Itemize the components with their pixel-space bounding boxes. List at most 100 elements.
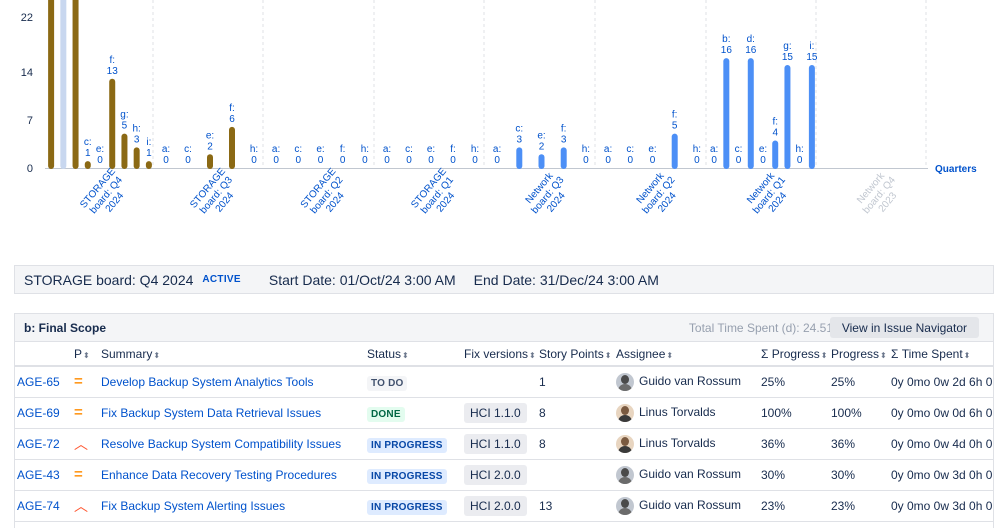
fix-version-chip[interactable]: HCI 2.0.0 [464, 495, 527, 516]
bar-label-value: 16 [745, 45, 757, 56]
bar-label-value: 13 [107, 66, 119, 77]
scope-chart: 0 7 14 22 Quarters c: 1 e: 0 f: 13 g: 5 h: 3 i: 1 STORAGE… [0, 0, 999, 250]
column-header-priority[interactable]: P⬍ [72, 342, 99, 367]
chart-bar [60, 0, 67, 169]
column-header-sum-progress[interactable]: Σ Progress⬍ [759, 342, 829, 367]
chart-bar [560, 147, 567, 169]
start-date-label: Start Date: [268, 271, 336, 288]
column-header-status[interactable]: Status⬍ [365, 342, 462, 367]
avatar [616, 403, 634, 422]
bar-label-key: h: [250, 144, 258, 155]
bar-label-value: 0 [340, 155, 346, 166]
bar-label-value: 15 [782, 52, 794, 63]
issue-summary-link[interactable]: Develop Backup System Analytics Tools [101, 374, 314, 389]
progress-value: 36% [831, 436, 856, 451]
y-tick-label: 7 [27, 115, 33, 127]
bar-label-key: f: [450, 144, 456, 155]
column-header-fix-versions[interactable]: Fix versions⬍ [462, 342, 537, 367]
time-spent-value: 0y 0mo 0w 0d 6h 0mi [891, 405, 994, 420]
issue-key-link[interactable]: AGE-69 [17, 405, 60, 420]
bar-label-key: a: [272, 144, 280, 155]
progress-value: 23% [831, 498, 856, 513]
column-header-progress[interactable]: Progress⬍ [829, 342, 889, 367]
column-header-story-points[interactable]: Story Points⬍ [537, 342, 614, 367]
sort-icon: ⬍ [666, 350, 674, 360]
chart-bar [229, 126, 235, 169]
assignee-name: Guido van Rossum [639, 466, 742, 481]
issue-key-link[interactable]: AGE-74 [17, 498, 60, 513]
story-points: 13 [539, 498, 553, 513]
sort-icon: ⬍ [604, 350, 612, 360]
x-category-label: STORAGEboard: Q22024 [299, 166, 356, 225]
bar-label-key: f: [109, 55, 115, 66]
sprint-name: STORAGE board: Q4 2024 [24, 271, 194, 288]
column-header-key [15, 342, 60, 367]
bar-label-value: 0 [251, 155, 257, 166]
status-badge: TO DO [367, 375, 408, 391]
bar-label-value: 0 [97, 155, 103, 166]
bar-label-value: 6 [229, 114, 235, 125]
bar-label-value: 3 [517, 134, 523, 145]
sum-progress-value: 30% [761, 467, 786, 482]
x-category-label: Networkboard: Q22024 [632, 167, 686, 223]
bar-label-value: 2 [539, 141, 545, 152]
progress-value: 25% [831, 374, 856, 389]
table-row[interactable]: AGE-43 = Enhance Data Recovery Testing Pro… [15, 459, 993, 491]
x-category-label: STORAGEboard: Q32024 [188, 166, 245, 225]
issue-summary-link[interactable]: Enhance Data Recovery Testing Procedures [101, 467, 337, 482]
bar-label-value: 0 [605, 155, 611, 166]
issue-key-link[interactable]: AGE-72 [17, 436, 60, 451]
fix-version-chip[interactable]: HCI 1.1.0 [464, 433, 527, 454]
issue-table: P⬍ Summary⬍ Status⬍ Fix versions⬍ Story … [15, 342, 994, 522]
issue-summary-link[interactable]: Fix Backup System Alerting Issues [101, 498, 286, 513]
x-category-label: STORAGEboard: Q12024 [409, 166, 466, 225]
start-date-value: 01/Oct/24 3:00 AM [339, 271, 456, 288]
equals-priority-icon: = [74, 466, 83, 483]
bar-label-value: 0 [797, 155, 803, 166]
bar-label-value: 0 [450, 155, 456, 166]
chart-bar [109, 78, 116, 169]
chart-bar [72, 0, 79, 169]
sort-icon: ⬍ [83, 350, 90, 360]
bar-label-key: e: [427, 144, 435, 155]
bar-label-key: c: [405, 144, 413, 155]
column-header-summary[interactable]: Summary⬍ [99, 342, 365, 367]
story-points: 8 [539, 405, 546, 420]
time-spent-value: 0y 0mo 0w 3d 0h 0mi [891, 498, 994, 513]
chevron-up-priority-icon: ︿ [74, 435, 88, 452]
issue-key-link[interactable]: AGE-65 [17, 374, 60, 389]
sum-progress-value: 23% [761, 498, 786, 513]
bar-label-key: c: [84, 137, 92, 148]
x-category-label: Networkboard: Q42023 [853, 167, 907, 223]
bar-label-key: f: [561, 123, 567, 134]
issue-key-link[interactable]: AGE-43 [17, 467, 60, 482]
bar-label-value: 1 [85, 148, 91, 159]
chart-bar [84, 161, 91, 169]
column-header-spacer [60, 342, 72, 367]
assignee-name: Linus Torvalds [639, 435, 716, 450]
column-header-time-spent[interactable]: Σ Time Spent⬍ [889, 342, 993, 367]
table-row[interactable]: AGE-74 ︿ Fix Backup System Alerting Issues… [15, 490, 994, 522]
progress-value: 100% [831, 405, 862, 420]
table-row[interactable]: AGE-69 = Fix Backup System Data Retrieval … [15, 397, 994, 429]
bar-label-value: 0 [185, 155, 191, 166]
story-points: 1 [539, 374, 546, 389]
chevron-up-priority-icon: ︿ [74, 497, 88, 514]
chart-bar [723, 58, 730, 169]
bar-label-key: f: [672, 110, 678, 121]
sprint-status-badge: ACTIVE [202, 274, 241, 285]
table-row[interactable]: AGE-72 ︿ Resolve Backup System Compatibili… [15, 428, 993, 460]
issue-summary-link[interactable]: Resolve Backup System Compatibility Issu… [101, 436, 342, 451]
view-in-issue-navigator-button[interactable]: View in Issue Navigator [829, 317, 979, 338]
bar-label-value: 0 [318, 155, 324, 166]
bar-label-key: a: [162, 144, 170, 155]
bar-label-key: a: [710, 144, 718, 155]
fix-version-chip[interactable]: HCI 1.1.0 [464, 402, 527, 423]
column-header-assignee[interactable]: Assignee⬍ [614, 342, 759, 367]
fix-version-chip[interactable]: HCI 2.0.0 [464, 464, 527, 485]
issue-summary-link[interactable]: Fix Backup System Data Retrieval Issues [101, 405, 322, 420]
table-row[interactable]: AGE-65 = Develop Backup System Analytics T… [15, 366, 993, 398]
bar-label-key: e: [759, 144, 767, 155]
bar-label-value: 0 [583, 155, 589, 166]
